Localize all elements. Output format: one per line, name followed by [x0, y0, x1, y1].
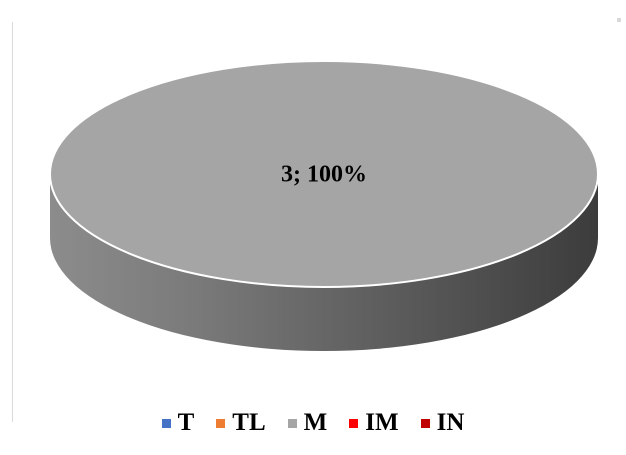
legend-label-m: M: [303, 409, 328, 436]
legend-swatch-im: [349, 418, 359, 428]
legend-label-im: IM: [365, 409, 399, 436]
pie-side-wall: [50, 174, 598, 351]
chart-legend: T TL M IM IN: [0, 403, 626, 443]
chart-corner-mark: [617, 18, 621, 22]
pie-slice-m: [49, 60, 599, 288]
legend-item-t: T: [161, 409, 195, 437]
legend-label-t: T: [177, 409, 195, 436]
legend-item-tl: TL: [216, 409, 266, 437]
chart-border-line: [12, 22, 13, 422]
legend-label-in: IN: [436, 409, 465, 436]
data-label-m: 3; 100%: [281, 162, 367, 188]
legend-swatch-m: [287, 418, 297, 428]
legend-item-m: M: [287, 409, 328, 437]
legend-swatch-in: [420, 418, 430, 428]
legend-label-tl: TL: [232, 409, 266, 436]
legend-swatch-tl: [216, 418, 226, 428]
legend-item-in: IN: [420, 409, 465, 437]
pie-chart: 3; 100%: [49, 60, 599, 351]
legend-swatch-t: [161, 418, 171, 428]
legend-item-im: IM: [349, 409, 399, 437]
